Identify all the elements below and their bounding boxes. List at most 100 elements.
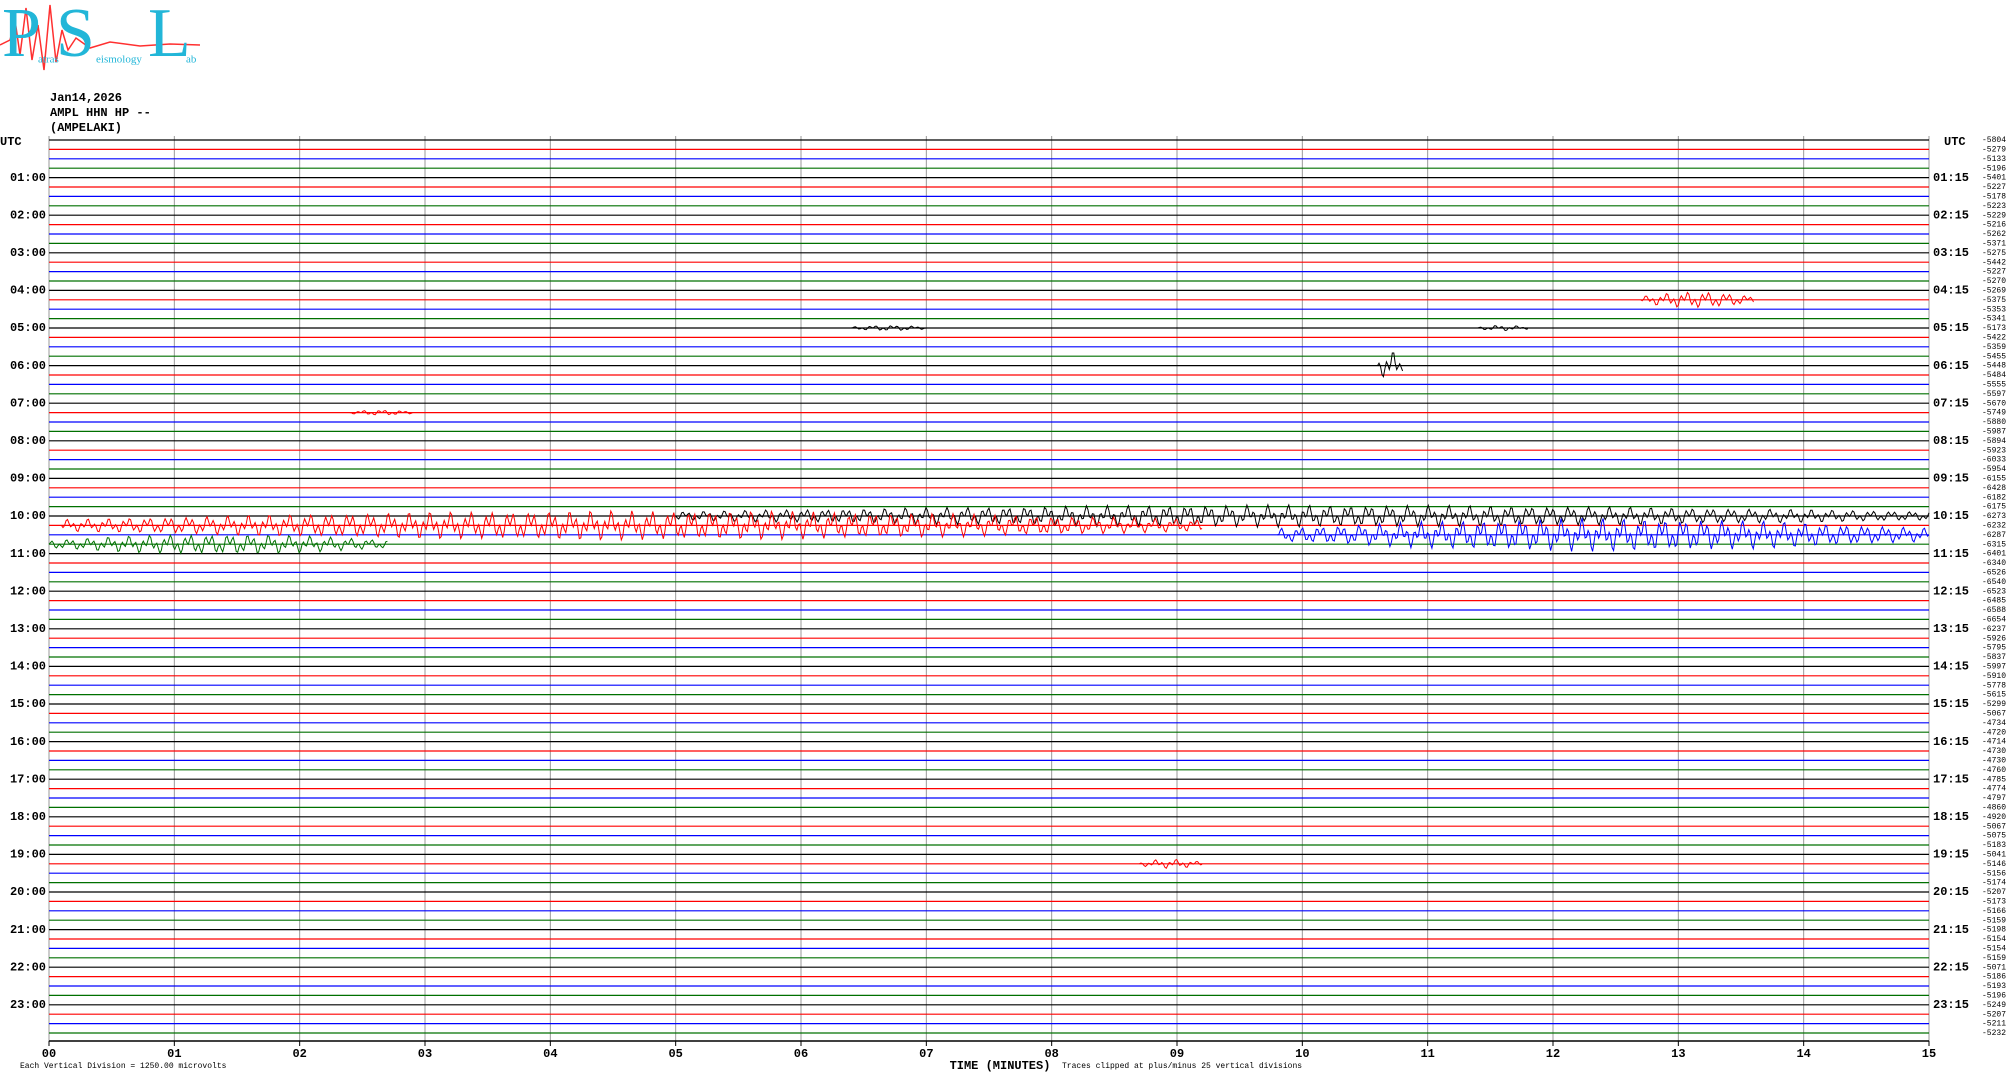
date: Jan14,2026 [50, 91, 122, 105]
left-hour-label: 03:00 [10, 246, 46, 260]
x-tick-label: 07 [919, 1047, 933, 1061]
trace-offset: -6428 [1982, 484, 2006, 493]
scale-note: Each Vertical Division = 1250.00 microvo… [20, 1062, 227, 1071]
trace-offset: -5156 [1982, 869, 2006, 878]
trace-offset: -5269 [1982, 287, 2006, 296]
right-hour-label: 15:15 [1933, 697, 1969, 711]
x-tick-label: 03 [418, 1047, 432, 1061]
trace-offset: -5359 [1982, 343, 2006, 352]
trace-offset: -5262 [1982, 230, 2006, 239]
left-hour-label: 21:00 [10, 923, 46, 937]
right-hour-label: 03:15 [1933, 246, 1969, 260]
seismic-event [1139, 858, 1203, 870]
trace-offset: -5279 [1982, 146, 2006, 155]
trace-offset: -5198 [1982, 926, 2006, 935]
trace-offset: -6237 [1982, 625, 2006, 634]
right-hour-label: 14:15 [1933, 660, 1969, 674]
trace-offset: -5484 [1982, 371, 2006, 380]
left-hour-label: 07:00 [10, 396, 46, 410]
trace-offset: -5910 [1982, 672, 2006, 681]
x-tick-label: 00 [42, 1047, 56, 1061]
trace-offset: -5193 [1982, 982, 2006, 991]
trace-offset: -4714 [1982, 738, 2006, 747]
right-hour-label: 20:15 [1933, 885, 1969, 899]
trace-offset: -5227 [1982, 183, 2006, 192]
trace-offset: -5186 [1982, 973, 2006, 982]
trace-offset: -5229 [1982, 211, 2006, 220]
left-hour-label: 22:00 [10, 960, 46, 974]
trace-offset: -5223 [1982, 202, 2006, 211]
trace-offset: -5987 [1982, 428, 2006, 437]
trace-offset: -4720 [1982, 728, 2006, 737]
seismic-event [675, 503, 1930, 529]
x-axis-label: TIME (MINUTES) [950, 1059, 1051, 1073]
trace-offset: -5749 [1982, 409, 2006, 418]
trace-offset: -5178 [1982, 193, 2006, 202]
left-hour-label: 18:00 [10, 810, 46, 824]
x-tick-label: 04 [543, 1047, 557, 1061]
left-hour-label: 09:00 [10, 472, 46, 486]
trace-offset: -5778 [1982, 681, 2006, 690]
x-tick-label: 09 [1170, 1047, 1184, 1061]
trace-offset: -5227 [1982, 268, 2006, 277]
trace-offset: -5067 [1982, 710, 2006, 719]
x-tick-label: 10 [1295, 1047, 1309, 1061]
trace-offset: -4774 [1982, 785, 2006, 794]
seismic-event [61, 509, 1203, 542]
trace-offset: -5448 [1982, 362, 2006, 371]
trace-offset: -5173 [1982, 324, 2006, 333]
trace-offset: -5207 [1982, 1010, 2006, 1019]
logo-letter: L [148, 0, 191, 72]
right-hour-label: 13:15 [1933, 622, 1969, 636]
trace-offset: -6340 [1982, 559, 2006, 568]
left-hour-label: 14:00 [10, 660, 46, 674]
trace-offset: -4730 [1982, 757, 2006, 766]
trace-offset: -6401 [1982, 550, 2006, 559]
left-hour-label: 08:00 [10, 434, 46, 448]
seismic-event [1640, 291, 1754, 309]
trace-offset: -5923 [1982, 446, 2006, 455]
clip-note: Traces clipped at plus/minus 25 vertical… [1062, 1062, 1302, 1071]
trace-offset: -5455 [1982, 352, 2006, 361]
seismic-event [1377, 352, 1404, 379]
left-hour-label: 19:00 [10, 848, 46, 862]
x-tick-label: 02 [292, 1047, 306, 1061]
trace-offset: -5442 [1982, 258, 2006, 267]
left-title: UTC [0, 135, 22, 149]
trace-offset: -5371 [1982, 240, 2006, 249]
left-hour-label: 04:00 [10, 284, 46, 298]
trace-offset: -5299 [1982, 700, 2006, 709]
x-tick-label: 13 [1671, 1047, 1685, 1061]
trace-offset: -5795 [1982, 644, 2006, 653]
trace-offset: -5196 [1982, 992, 2006, 1001]
logo-word: ab [186, 54, 197, 66]
logo-letter: P [2, 0, 41, 72]
trace-offset: -6485 [1982, 597, 2006, 606]
trace-offset: -5615 [1982, 691, 2006, 700]
trace-offset: -5154 [1982, 935, 2006, 944]
left-hour-label: 11:00 [10, 547, 46, 561]
x-tick-label: 12 [1546, 1047, 1560, 1061]
trace-offset: -6232 [1982, 522, 2006, 531]
left-hour-label: 17:00 [10, 772, 46, 786]
left-hour-label: 13:00 [10, 622, 46, 636]
trace-offset: -5071 [1982, 963, 2006, 972]
right-hour-label: 09:15 [1933, 472, 1969, 486]
trace-offset: -6315 [1982, 540, 2006, 549]
trace-offset: -5555 [1982, 381, 2006, 390]
x-tick-label: 08 [1044, 1047, 1058, 1061]
trace-offset: -5422 [1982, 334, 2006, 343]
trace-offset: -5954 [1982, 465, 2006, 474]
trace-offset: -5133 [1982, 155, 2006, 164]
left-hour-label: 16:00 [10, 735, 46, 749]
right-hour-label: 22:15 [1933, 960, 1969, 974]
right-hour-label: 08:15 [1933, 434, 1969, 448]
trace-offset: -4760 [1982, 766, 2006, 775]
seismic-event [349, 410, 413, 416]
trace-offset: -5146 [1982, 860, 2006, 869]
trace-offset: -4734 [1982, 719, 2006, 728]
x-tick-label: 14 [1796, 1047, 1810, 1061]
trace-offset: -5270 [1982, 277, 2006, 286]
left-hour-label: 12:00 [10, 584, 46, 598]
